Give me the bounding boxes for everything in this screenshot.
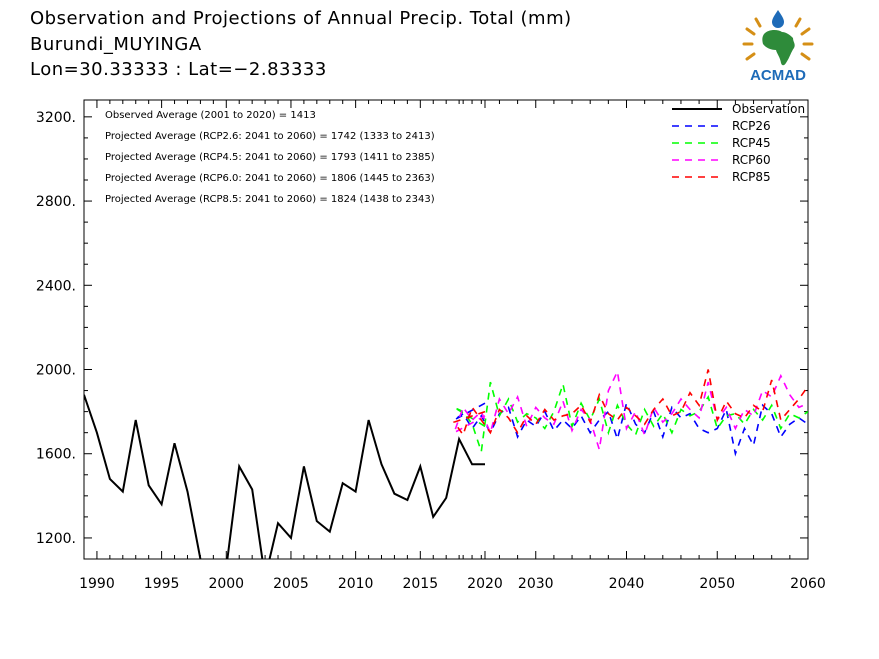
x-tick-label: 2030 bbox=[518, 576, 554, 592]
y-axis: 1200. 1600. 2000. 2400. 2800. 3200. bbox=[36, 110, 808, 560]
y-tick-label: 1200. bbox=[36, 531, 76, 547]
acmad-logo: ACMAD bbox=[738, 8, 818, 86]
series-line-rcp45 bbox=[453, 381, 808, 452]
africa-map-logo-icon: ACMAD bbox=[742, 10, 814, 84]
x-tick-label: 2000 bbox=[208, 576, 244, 592]
annotation-block: Observed Average (2001 to 2020) = 1413 Pr… bbox=[105, 110, 435, 205]
x-tick-label: 2020 bbox=[467, 576, 503, 592]
annotation-line: Projected Average (RCP4.5: 2041 to 2060)… bbox=[105, 152, 435, 163]
series-line-rcp85 bbox=[452, 369, 808, 437]
x-tick-label: 2060 bbox=[790, 576, 826, 592]
legend-label: RCP85 bbox=[732, 170, 771, 184]
legend-label: Observation bbox=[732, 102, 805, 116]
y-tick-label: 2800. bbox=[36, 194, 76, 210]
y-tick-label: 1600. bbox=[36, 447, 76, 463]
series-layer bbox=[84, 368, 808, 559]
annotation-line: Projected Average (RCP8.5: 2041 to 2060)… bbox=[105, 194, 435, 205]
station-coordinates: Lon=30.33333 : Lat=−2.83333 bbox=[30, 59, 327, 80]
y-tick-label: 2400. bbox=[36, 278, 76, 294]
x-tick-label: 2040 bbox=[609, 576, 645, 592]
series-line-observation bbox=[84, 394, 485, 559]
legend-label: RCP60 bbox=[732, 153, 771, 167]
station-name: Burundi_MUYINGA bbox=[30, 34, 202, 55]
x-tick-label: 2050 bbox=[699, 576, 735, 592]
x-tick-label: 2010 bbox=[338, 576, 374, 592]
x-tick-label: 1995 bbox=[144, 576, 180, 592]
legend-label: RCP26 bbox=[732, 119, 771, 133]
y-tick-label: 2000. bbox=[36, 363, 76, 379]
annotation-line: Projected Average (RCP2.6: 2041 to 2060)… bbox=[105, 131, 435, 142]
x-tick-label: 2015 bbox=[402, 576, 438, 592]
logo-text: ACMAD bbox=[750, 67, 806, 84]
series-line-rcp60 bbox=[452, 368, 808, 450]
annotation-line: Observed Average (2001 to 2020) = 1413 bbox=[105, 110, 316, 121]
x-tick-label: 2005 bbox=[273, 576, 309, 592]
legend-label: RCP45 bbox=[732, 136, 771, 150]
y-tick-label: 3200. bbox=[36, 110, 76, 126]
x-axis: 1990 1995 2000 2005 2010 2015 2020 2030 2040 2050… bbox=[79, 100, 826, 592]
chart-title: Observation and Projections of Annual Pr… bbox=[30, 8, 572, 29]
plot-frame bbox=[83, 99, 809, 560]
annotation-line: Projected Average (RCP6.0: 2041 to 2060)… bbox=[105, 173, 435, 184]
legend: Observation RCP26 RCP45 RCP60 RCP85 bbox=[672, 102, 805, 184]
x-tick-label: 1990 bbox=[79, 576, 115, 592]
